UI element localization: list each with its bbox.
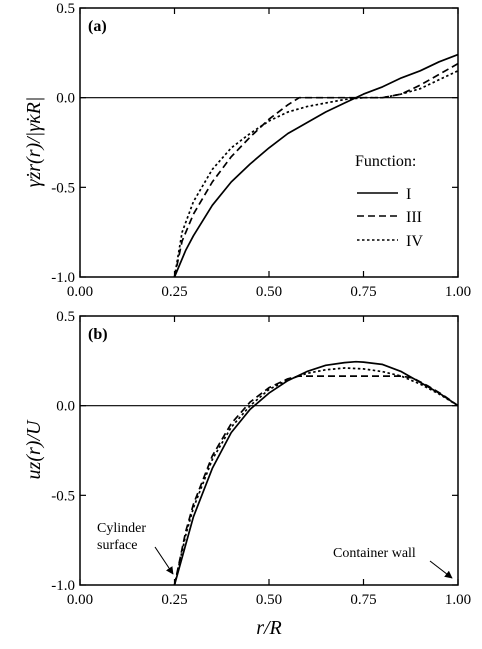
x-tick-label: 1.00 xyxy=(445,284,471,300)
y-tick-label: 0.0 xyxy=(56,399,75,415)
x-tick-label: 0.00 xyxy=(67,284,93,300)
x-tick-label: 1.00 xyxy=(445,592,471,608)
panel-b-y-axis-title: uz(r)/U xyxy=(23,419,45,479)
series-line-III xyxy=(173,375,459,586)
y-tick-label: -1.0 xyxy=(51,578,75,594)
panel-b-label: (b) xyxy=(88,326,108,343)
x-axis-title: r/R xyxy=(256,617,282,639)
y-tick-label: -1.0 xyxy=(51,270,75,286)
x-tick-label: 0.50 xyxy=(256,284,282,300)
panel-a-y-axis-title: γ̇zr(r)/|γ̇κR| xyxy=(23,97,45,188)
y-tick-label: 0.5 xyxy=(56,309,75,325)
y-tick-label: -0.5 xyxy=(51,180,75,196)
x-tick-label: 0.50 xyxy=(256,592,282,608)
y-axis-title-a: γ̇zr(r)/|γ̇κR| xyxy=(23,97,45,188)
y-tick-label: 0.5 xyxy=(56,1,75,17)
panel-b-ticks: 0.00 0.25 0.50 0.75 1.00 -1.0 -0.5 0.0 0.5 xyxy=(51,309,471,608)
annotation-container-wall: Container wall xyxy=(333,546,453,579)
annotation-cylinder-line2: surface xyxy=(97,538,137,553)
legend: Function: I III IV xyxy=(355,153,423,250)
x-tick-label: 0.00 xyxy=(67,592,93,608)
y-tick-label: -0.5 xyxy=(51,488,75,504)
series-line-I xyxy=(173,360,459,586)
y-tick-label: 0.0 xyxy=(56,91,75,107)
legend-label-1: I xyxy=(406,186,411,203)
legend-label-3: IV xyxy=(406,233,423,250)
x-tick-label: 0.75 xyxy=(350,284,376,300)
annotation-cylinder-surface: Cylinder surface xyxy=(97,521,174,575)
panel-a-frame xyxy=(79,7,459,278)
annotation-cylinder-arrow xyxy=(154,546,174,575)
y-axis-title-b: uz(r)/U xyxy=(23,419,45,479)
series-line-IV xyxy=(173,70,459,278)
legend-title: Function: xyxy=(355,153,416,170)
panel-b-series xyxy=(173,360,459,586)
annotation-cylinder-line1: Cylinder xyxy=(97,521,146,536)
annotation-container-text: Container wall xyxy=(333,546,416,561)
series-line-IV xyxy=(173,367,459,586)
panel-a-ticks: 0.00 0.25 0.50 0.75 1.00 -1.0 -0.5 0.0 0.5 xyxy=(51,1,471,300)
panel-a-series xyxy=(173,53,459,278)
x-tick-label: 0.25 xyxy=(161,284,187,300)
panel-a: 0.00 0.25 0.50 0.75 1.00 -1.0 -0.5 0.0 0.5 (a) γ… xyxy=(23,1,471,300)
annotation-container-arrow xyxy=(429,560,453,579)
panel-a-label: (a) xyxy=(88,18,107,35)
x-tick-label: 0.75 xyxy=(350,592,376,608)
panel-b: 0.00 0.25 0.50 0.75 1.00 -1.0 -0.5 0.0 0.5 (b) u… xyxy=(23,309,471,639)
x-tick-label: 0.25 xyxy=(161,592,187,608)
series-line-I xyxy=(173,53,459,278)
legend-label-2: III xyxy=(406,209,422,226)
